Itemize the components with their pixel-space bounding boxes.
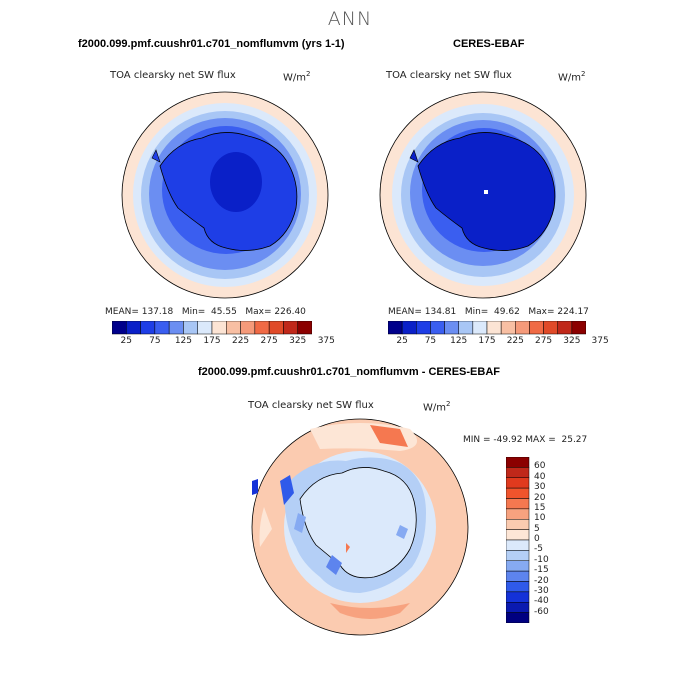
panel2-units: W/m2: [558, 70, 586, 84]
panel2-colorbar: [388, 321, 586, 335]
colorbar-swatch: [571, 321, 586, 335]
colorbar-swatch: [506, 508, 530, 520]
colorbar-swatch: [506, 477, 530, 489]
panel3-variable-label: TOA clearsky net SW flux: [248, 400, 374, 411]
colorbar-swatch: [168, 321, 184, 335]
colorbar-swatch: [506, 539, 530, 551]
colorbar-swatch: [529, 321, 544, 335]
colorbar-swatch: [297, 321, 312, 335]
panel3-colorbar: [506, 457, 530, 623]
colorbar-tick-label: -60: [534, 606, 549, 617]
panel1-title: f2000.099.pmf.cuushr01.c701_nomflumvm (y…: [78, 38, 345, 50]
colorbar-swatch: [500, 321, 516, 335]
colorbar-swatch: [515, 321, 530, 335]
colorbar-tick-label: -40: [534, 596, 549, 607]
panel2-stats: MEAN= 134.81 Min= 49.62 Max= 224.17: [388, 307, 589, 317]
colorbar-swatch: [211, 321, 227, 335]
colorbar-swatch: [154, 321, 170, 335]
panel1-colorbar: [112, 321, 312, 335]
colorbar-swatch: [543, 321, 558, 335]
colorbar-tick-label: 75: [149, 336, 161, 346]
colorbar-swatch: [226, 321, 241, 335]
panel3-title: f2000.099.pmf.cuushr01.c701_nomflumvm - …: [198, 366, 500, 378]
panel1-polar-map: [121, 91, 329, 299]
colorbar-tick-label: 375: [591, 336, 609, 346]
colorbar-swatch: [506, 467, 530, 478]
panel2-variable-label: TOA clearsky net SW flux: [386, 70, 512, 81]
colorbar-swatch: [557, 321, 573, 335]
colorbar-swatch: [506, 570, 530, 582]
colorbar-swatch: [506, 581, 530, 593]
colorbar-swatch: [388, 321, 403, 335]
colorbar-tick-label: 0: [534, 534, 540, 544]
colorbar-swatch: [506, 602, 530, 613]
colorbar-swatch: [472, 321, 488, 335]
colorbar-swatch: [506, 498, 530, 510]
colorbar-swatch: [486, 321, 502, 335]
colorbar-swatch: [140, 321, 156, 335]
panel2-colorbar-labels: 25 75 125 175 225 275 325 375: [388, 336, 608, 348]
colorbar-tick-label: 275: [260, 336, 278, 346]
colorbar-swatch: [197, 321, 213, 335]
colorbar-tick-label: 75: [424, 336, 437, 346]
colorbar-swatch: [401, 321, 417, 335]
colorbar-swatch: [112, 321, 127, 335]
colorbar-swatch: [506, 612, 530, 623]
colorbar-swatch: [416, 321, 431, 335]
colorbar-tick-label: 5: [534, 523, 540, 534]
colorbar-swatch: [506, 550, 530, 561]
colorbar-swatch: [430, 321, 445, 335]
colorbar-tick-label: 10: [534, 513, 546, 524]
panel3-stats: MIN = -49.92 MAX = 25.27: [463, 435, 588, 445]
colorbar-swatch: [506, 529, 530, 541]
colorbar-tick-label: 175: [478, 336, 496, 346]
colorbar-swatch: [506, 519, 530, 530]
panel2-title: CERES-EBAF: [453, 38, 525, 50]
colorbar-swatch: [240, 321, 256, 335]
colorbar-tick-label: 15: [534, 502, 546, 513]
colorbar-swatch: [506, 560, 530, 572]
colorbar-swatch: [254, 321, 270, 335]
colorbar-swatch: [444, 321, 459, 335]
panel1-stats: MEAN= 137.18 Min= 45.55 Max= 226.40: [105, 307, 306, 317]
figure-title: ANN: [327, 8, 373, 30]
colorbar-tick-label: 175: [203, 336, 221, 346]
colorbar-tick-label: 125: [450, 336, 468, 346]
colorbar-swatch: [283, 321, 298, 335]
colorbar-swatch: [506, 487, 530, 499]
colorbar-tick-label: 275: [534, 336, 553, 346]
colorbar-swatch: [268, 321, 284, 335]
colorbar-tick-label: 25: [120, 336, 132, 346]
panel3-units: W/m2: [423, 400, 451, 414]
colorbar-tick-label: -10: [534, 554, 549, 565]
panel1-units: W/m2: [283, 70, 311, 84]
colorbar-tick-label: 30: [534, 482, 546, 493]
colorbar-tick-label: -5: [534, 544, 543, 555]
colorbar-swatch: [458, 321, 474, 335]
colorbar-tick-label: -20: [534, 575, 549, 586]
colorbar-swatch: [126, 321, 141, 335]
panel1-variable-label: TOA clearsky net SW flux: [110, 70, 236, 81]
colorbar-tick-label: 20: [534, 492, 546, 503]
colorbar-tick-label: 325: [563, 336, 581, 346]
colorbar-tick-label: 40: [534, 471, 546, 482]
colorbar-tick-label: 60: [534, 461, 546, 472]
colorbar-tick-label: 375: [317, 336, 335, 346]
colorbar-swatch: [506, 457, 530, 468]
colorbar-tick-label: 225: [506, 336, 524, 346]
colorbar-tick-label: 25: [396, 336, 408, 346]
panel3-colorbar-labels: 60 40 30 20 15 10 5 0 -5 -10 -15 -20 -30 -40 -60: [534, 457, 574, 623]
panel3-polar-map: [251, 418, 469, 636]
colorbar-swatch: [183, 321, 198, 335]
colorbar-tick-label: 325: [289, 336, 307, 346]
panel1-colorbar-labels: 25 75 125 175 225 275 325 375: [112, 336, 335, 348]
colorbar-tick-label: -15: [534, 565, 549, 576]
colorbar-tick-label: 225: [231, 336, 250, 346]
colorbar-tick-label: -30: [534, 585, 549, 596]
colorbar-swatch: [506, 591, 530, 603]
colorbar-tick-label: 125: [174, 336, 193, 346]
panel2-polar-map: [379, 91, 587, 299]
